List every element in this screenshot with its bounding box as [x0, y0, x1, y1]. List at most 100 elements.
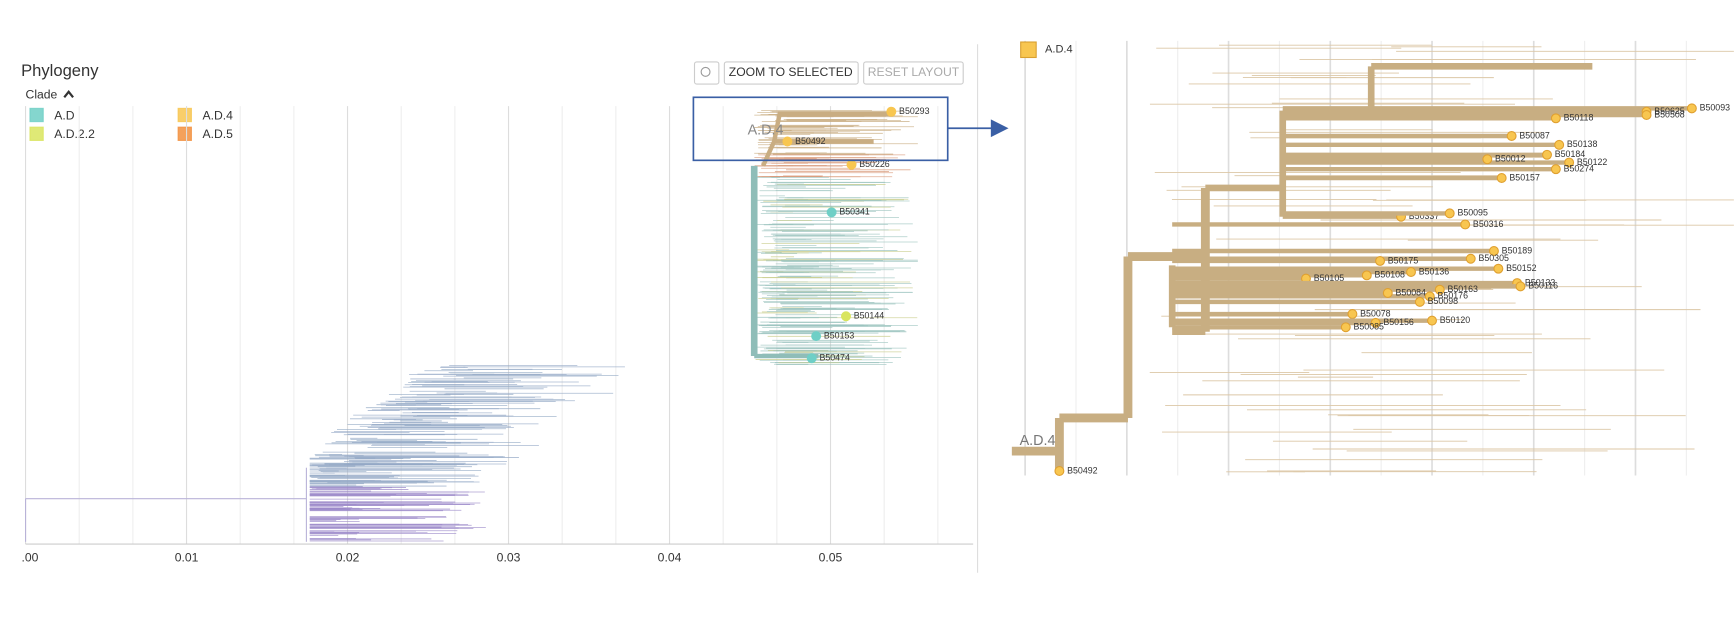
- tip-label: B50108: [1375, 270, 1406, 280]
- x-tick-label: 0.05: [819, 551, 843, 565]
- tip-label: B50492: [795, 136, 826, 146]
- legend-label[interactable]: A.D.5: [202, 127, 233, 141]
- tip-label: B50095: [1457, 208, 1488, 218]
- panel-title: Phylogeny: [21, 61, 99, 80]
- tip: [1406, 267, 1416, 277]
- tip-label: B50138: [1567, 139, 1598, 149]
- legend-label[interactable]: A.D.4: [202, 108, 233, 122]
- arrow-head: [990, 119, 1009, 138]
- tip-label: B50341: [839, 207, 870, 217]
- tip-label: B50474: [819, 353, 850, 363]
- tip-label: B50084: [1396, 287, 1427, 297]
- tip-label: B50105: [1314, 273, 1345, 283]
- color-by[interactable]: Clade: [26, 87, 58, 101]
- tip-label: B50152: [1506, 263, 1537, 273]
- tip-label: B50625: [1654, 106, 1685, 116]
- legend-swatch: [177, 126, 192, 141]
- legend-label[interactable]: A.D.2.2: [54, 127, 95, 141]
- tip-label: B50274: [1564, 164, 1595, 174]
- tip-label: B50116: [1528, 281, 1558, 291]
- tip: [1460, 219, 1471, 230]
- legend-label: A.D.4: [1045, 44, 1073, 56]
- tip: [782, 136, 793, 147]
- tip: [1434, 284, 1445, 295]
- tip: [1550, 164, 1561, 175]
- tip-label: B50098: [1428, 296, 1459, 306]
- zoom-to-selected[interactable]: [723, 61, 859, 85]
- tip: [1641, 110, 1652, 120]
- tip: [841, 311, 851, 322]
- tip: [1361, 270, 1372, 281]
- tip: [1542, 149, 1552, 160]
- tip-label: B50176: [1438, 291, 1469, 301]
- branch: [1011, 187, 1210, 472]
- tip: [1375, 255, 1386, 266]
- tip: [1347, 309, 1358, 319]
- tip-label: B50184: [1555, 149, 1586, 159]
- tip: [1340, 322, 1351, 333]
- tip-label: B50136: [1419, 266, 1450, 276]
- tip: [1054, 466, 1065, 477]
- legend-swatch: [177, 107, 192, 123]
- tip: [806, 353, 817, 364]
- tip: [1382, 288, 1393, 298]
- tip-label: B50492: [1067, 465, 1098, 475]
- tip-label: B50305: [1478, 253, 1509, 263]
- tree-panel: A.D A.D.2.2 A.D.4 A.D.5 .00 0.01 0.02 0.03 0.04 0…: [22, 106, 974, 565]
- x-tick-label: 0.02: [336, 551, 360, 565]
- tip-label: B50189: [1502, 245, 1533, 255]
- x-tick-label: 0.01: [175, 551, 199, 565]
- tip-label: B50153: [824, 330, 855, 340]
- tip-label: B50012: [1495, 154, 1526, 164]
- x-tick-label: .00: [22, 551, 39, 565]
- tip-label: B50316: [1473, 219, 1504, 229]
- tip-label: B50337: [1409, 211, 1440, 221]
- tip-label: B50078: [1360, 308, 1391, 318]
- x-tick-label: 0.03: [497, 551, 521, 565]
- legend-swatch: [1020, 41, 1037, 59]
- clade-label: A.D.4: [1020, 433, 1056, 449]
- tip-label: B50122: [1577, 157, 1608, 167]
- tip: [1564, 157, 1575, 168]
- tip-label: B50508: [1654, 109, 1685, 119]
- tip-label: B50133: [1525, 277, 1556, 287]
- tip-label: B50157: [1509, 172, 1540, 182]
- tip-label: B50144: [854, 311, 885, 321]
- tip: [886, 106, 897, 117]
- tip: [1496, 173, 1507, 183]
- reset-layout[interactable]: [863, 61, 964, 85]
- tip: [811, 331, 822, 342]
- tip: [1493, 263, 1504, 274]
- tip: [1515, 281, 1526, 292]
- tip-label: B50120: [1440, 315, 1471, 325]
- tip: [1482, 154, 1493, 165]
- tip-label: B50087: [1519, 130, 1550, 140]
- zoom-icon-button[interactable]: [693, 61, 720, 85]
- tip: [1444, 208, 1455, 219]
- tip-label: B50085: [1354, 322, 1385, 332]
- tip-label: B50156: [1383, 317, 1414, 327]
- tip-label: B50175: [1388, 255, 1419, 265]
- tip: [1424, 291, 1435, 302]
- tip: [1506, 131, 1517, 141]
- tip-label: B50293: [899, 106, 930, 116]
- legend-label[interactable]: A.D: [54, 108, 74, 122]
- branch: [761, 111, 892, 167]
- legend-swatch: [29, 126, 44, 141]
- tip: [1370, 317, 1381, 328]
- tip: [1488, 246, 1499, 256]
- tip: [826, 207, 837, 218]
- clade-label: A.D.4: [748, 122, 784, 138]
- tip-label: B50118: [1564, 113, 1594, 123]
- tip: [1550, 113, 1561, 124]
- tip-label: B50226: [859, 159, 890, 169]
- tip: [846, 159, 857, 170]
- button-label: RESET LAYOUT: [868, 65, 960, 79]
- tip-label: B50163: [1448, 284, 1479, 294]
- button-label: ZOOM TO SELECTED: [729, 65, 853, 79]
- caret[interactable]: [63, 90, 74, 98]
- tip-label: B50093: [1700, 103, 1731, 113]
- tip: [1465, 253, 1476, 264]
